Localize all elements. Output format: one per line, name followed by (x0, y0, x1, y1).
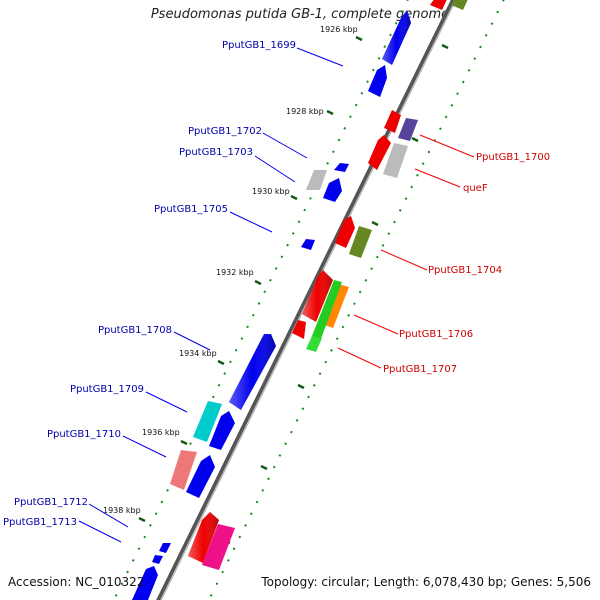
gene-label[interactable]: PputGB1_1700 (476, 152, 550, 163)
gene-label[interactable]: PputGB1_1710 (47, 429, 121, 440)
ruler-label: 1930 kbp (252, 187, 290, 196)
gene-label[interactable]: PputGB1_1706 (399, 329, 473, 340)
tick-track-right (207, 0, 505, 600)
ruler-label: 1934 kbp (179, 349, 217, 358)
ruler-labels: 1926 kbp 1928 kbp 1930 kbp 1932 kbp 1934… (103, 25, 358, 515)
ruler-tick (138, 516, 146, 523)
gene-label[interactable]: PputGB1_1704 (428, 265, 502, 276)
ruler-tick (254, 279, 262, 286)
gene-feature[interactable] (368, 65, 387, 97)
genome-backbone (156, 0, 457, 600)
gene-feature[interactable] (334, 163, 349, 172)
accession-text: Accession: NC_010322 (8, 575, 145, 589)
gene-label[interactable]: PputGB1_1708 (98, 325, 172, 336)
gene-feature[interactable] (186, 455, 215, 498)
gene-feature[interactable] (398, 118, 418, 141)
minus-strand-genes (132, 10, 411, 600)
gene-feature[interactable] (152, 555, 163, 564)
gene-label[interactable]: PputGB1_1699 (222, 40, 296, 51)
gene-feature[interactable] (451, 0, 470, 10)
left-leader-lines (78, 47, 344, 543)
gene-label[interactable]: PputGB1_1713 (3, 517, 77, 528)
topology-text: Topology: circular; Length: 6,078,430 bp… (261, 575, 591, 589)
gene-label[interactable]: PputGB1_1707 (383, 364, 457, 375)
gene-feature[interactable] (132, 566, 158, 600)
ruler-label: 1928 kbp (286, 107, 324, 116)
gene-feature[interactable] (193, 401, 222, 442)
ruler-label: 1932 kbp (216, 268, 254, 277)
gene-feature[interactable] (323, 178, 342, 202)
gene-feature[interactable] (368, 135, 391, 170)
ruler-tick (326, 109, 334, 116)
ruler-tick (260, 464, 268, 471)
map-title: Pseudomonas putida GB-1, complete genome (150, 7, 450, 22)
gene-feature[interactable] (188, 512, 219, 563)
ruler-tick (180, 439, 188, 446)
tick-track-left (112, 0, 409, 600)
ruler-tick (441, 43, 449, 50)
left-gene-labels: PputGB1_1699 PputGB1_1702 PputGB1_1703 P… (3, 40, 296, 528)
gene-feature[interactable] (430, 0, 449, 10)
gene-feature[interactable] (306, 336, 322, 352)
ruler-tick (290, 194, 298, 201)
gene-label[interactable]: PputGB1_1709 (70, 384, 144, 395)
gene-feature[interactable] (159, 543, 171, 553)
gene-feature[interactable] (382, 10, 411, 65)
ruler-tick (297, 383, 305, 390)
gene-feature[interactable] (202, 524, 235, 570)
gene-label[interactable]: PputGB1_1712 (14, 497, 88, 508)
gene-feature[interactable] (292, 320, 306, 339)
gene-feature[interactable] (302, 270, 333, 322)
gene-feature[interactable] (383, 143, 408, 178)
gene-feature[interactable] (229, 334, 276, 410)
ruler-label: 1936 kbp (142, 428, 180, 437)
ruler-label: 1938 kbp (103, 506, 141, 515)
gene-feature[interactable] (349, 226, 372, 258)
gene-label[interactable]: PputGB1_1705 (154, 204, 228, 215)
plus-strand-genes (188, 0, 470, 570)
right-leader-lines (337, 134, 475, 369)
gene-feature[interactable] (384, 110, 401, 133)
gene-feature[interactable] (306, 170, 327, 190)
ruler-tick (411, 136, 419, 143)
gene-feature[interactable] (310, 280, 342, 344)
ruler-label: 1926 kbp (320, 25, 358, 34)
gene-label[interactable]: PputGB1_1703 (179, 147, 253, 158)
gene-feature[interactable] (335, 216, 355, 248)
right-gene-labels: PputGB1_1700 queF PputGB1_1704 PputGB1_1… (383, 152, 550, 375)
ruler-tick (355, 35, 363, 42)
gene-label[interactable]: queF (463, 183, 488, 194)
ruler-tick (217, 359, 225, 366)
ruler-tick (371, 220, 379, 227)
gene-label[interactable]: PputGB1_1702 (188, 126, 262, 137)
gene-feature[interactable] (209, 411, 235, 450)
gene-feature[interactable] (170, 450, 197, 490)
gene-feature[interactable] (301, 239, 315, 250)
